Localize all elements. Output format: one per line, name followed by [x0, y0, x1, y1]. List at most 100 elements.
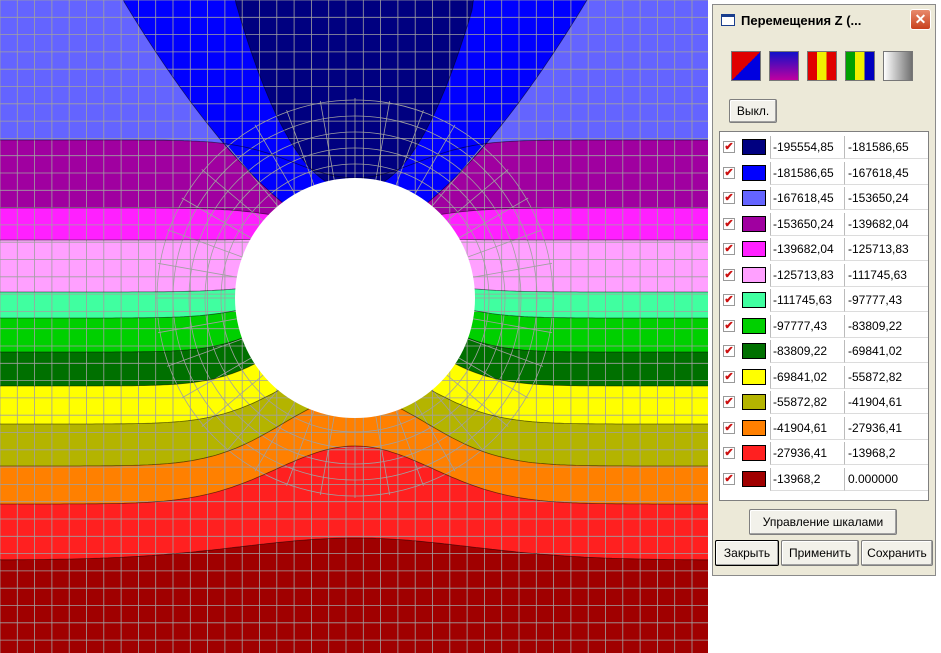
- scale-row-from-value[interactable]: -69841,02: [770, 365, 844, 389]
- scale-row-to-value[interactable]: -69841,02: [844, 340, 928, 363]
- palette-green-yellow-blue-stripes-button[interactable]: [845, 51, 875, 81]
- mesh-spoke: [226, 144, 279, 207]
- scale-row-from-value[interactable]: -125713,83: [770, 263, 844, 287]
- palette-toolbar: [731, 51, 913, 81]
- scale-row[interactable]: ✔ -55872,82 -41904,61: [720, 391, 928, 414]
- manage-scales-button[interactable]: Управление шкалами: [749, 509, 897, 535]
- scale-row-to-value[interactable]: 0.000000: [844, 467, 928, 491]
- contour-plot-area[interactable]: [0, 0, 708, 653]
- save-button[interactable]: Сохранить: [861, 540, 933, 566]
- scale-row-from-value[interactable]: -111745,63: [770, 289, 844, 312]
- scale-row[interactable]: ✔ -13968,2 0.000000: [720, 467, 928, 491]
- scale-row[interactable]: ✔ -83809,22 -69841,02: [720, 340, 928, 363]
- mesh-spoke: [286, 410, 315, 487]
- scale-row-from-value[interactable]: -27936,41: [770, 442, 844, 465]
- scale-row-to-value[interactable]: -139682,04: [844, 212, 928, 236]
- scale-row-color-swatch[interactable]: [742, 368, 766, 385]
- scale-row-color-swatch[interactable]: [742, 470, 766, 487]
- palette-red-yellow-stripes-button[interactable]: [807, 51, 837, 81]
- mesh-spoke: [157, 262, 237, 278]
- scale-row-color-swatch[interactable]: [742, 190, 766, 206]
- scale-row-from-value[interactable]: -55872,82: [770, 391, 844, 414]
- scale-row-checkbox[interactable]: ✔: [723, 472, 735, 485]
- scale-row-to-value[interactable]: -27936,41: [844, 416, 928, 440]
- scale-row-checkbox[interactable]: ✔: [723, 192, 735, 204]
- scale-row-color-swatch[interactable]: [742, 343, 766, 359]
- apply-button[interactable]: Применить: [781, 540, 859, 566]
- circular-hole: [235, 178, 475, 418]
- contour-plot[interactable]: [0, 0, 708, 653]
- scale-list[interactable]: ✔ -195554,85 -181586,65 ✔ -181586,65 -167618,…: [719, 131, 929, 501]
- scale-row-from-value[interactable]: -181586,65: [770, 161, 844, 185]
- scale-row-color-swatch[interactable]: [742, 241, 766, 257]
- window-title: Перемещения Z (...: [741, 12, 862, 28]
- close-button[interactable]: Закрыть: [715, 540, 779, 566]
- scale-row-checkbox[interactable]: ✔: [723, 294, 735, 306]
- scale-row[interactable]: ✔ -167618,45 -153650,24: [720, 187, 928, 210]
- scale-row[interactable]: ✔ -97777,43 -83809,22: [720, 314, 928, 338]
- scale-row-from-value[interactable]: -139682,04: [770, 238, 844, 261]
- scale-row-color-swatch[interactable]: [742, 317, 766, 334]
- scale-row-checkbox[interactable]: ✔: [723, 166, 735, 179]
- scale-row-checkbox[interactable]: ✔: [723, 141, 735, 153]
- title-bar[interactable]: Перемещения Z (... ✕: [715, 7, 933, 33]
- mesh-spoke: [157, 318, 237, 334]
- scale-row-checkbox[interactable]: ✔: [723, 345, 735, 357]
- scale-row-checkbox[interactable]: ✔: [723, 421, 735, 434]
- mesh-spoke: [446, 374, 509, 427]
- scale-row-checkbox[interactable]: ✔: [723, 217, 735, 230]
- scale-row-to-value[interactable]: -181586,65: [844, 136, 928, 159]
- mesh-spoke: [414, 124, 456, 195]
- scale-row[interactable]: ✔ -195554,85 -181586,65: [720, 136, 928, 159]
- scale-row-from-value[interactable]: -97777,43: [770, 314, 844, 338]
- mesh-spoke: [166, 229, 243, 258]
- scale-row-checkbox[interactable]: ✔: [723, 447, 735, 459]
- scale-row[interactable]: ✔ -181586,65 -167618,45: [720, 161, 928, 185]
- off-button[interactable]: Выкл.: [729, 99, 777, 123]
- palette-gray-gradient-button[interactable]: [883, 51, 913, 81]
- scale-row-color-swatch[interactable]: [742, 215, 766, 232]
- scale-row[interactable]: ✔ -69841,02 -55872,82: [720, 365, 928, 389]
- scale-row-checkbox[interactable]: ✔: [723, 268, 735, 281]
- scale-row-from-value[interactable]: -195554,85: [770, 136, 844, 159]
- scale-row-color-swatch[interactable]: [742, 292, 766, 308]
- scale-row-to-value[interactable]: -41904,61: [844, 391, 928, 414]
- scale-row-from-value[interactable]: -41904,61: [770, 416, 844, 440]
- scale-row-to-value[interactable]: -83809,22: [844, 314, 928, 338]
- scale-row[interactable]: ✔ -41904,61 -27936,41: [720, 416, 928, 440]
- mesh-spoke: [286, 109, 315, 186]
- scale-row[interactable]: ✔ -139682,04 -125713,83: [720, 238, 928, 261]
- scale-row-checkbox[interactable]: ✔: [723, 370, 735, 383]
- scale-row-color-swatch[interactable]: [742, 445, 766, 461]
- scale-row-to-value[interactable]: -167618,45: [844, 161, 928, 185]
- scale-row[interactable]: ✔ -111745,63 -97777,43: [720, 289, 928, 312]
- scale-row-color-swatch[interactable]: [742, 419, 766, 436]
- mesh-spoke: [226, 389, 279, 452]
- mesh-spoke: [473, 318, 553, 334]
- scale-row-to-value[interactable]: -55872,82: [844, 365, 928, 389]
- scale-row-checkbox[interactable]: ✔: [723, 243, 735, 255]
- scale-row-to-value[interactable]: -97777,43: [844, 289, 928, 312]
- scale-row-checkbox[interactable]: ✔: [723, 319, 735, 332]
- scale-row-to-value[interactable]: -125713,83: [844, 238, 928, 261]
- scale-row-from-value[interactable]: -153650,24: [770, 212, 844, 236]
- scale-row[interactable]: ✔ -27936,41 -13968,2: [720, 442, 928, 465]
- scale-row-to-value[interactable]: -153650,24: [844, 187, 928, 210]
- scale-row-color-swatch[interactable]: [742, 164, 766, 181]
- scale-row-to-value[interactable]: -13968,2: [844, 442, 928, 465]
- mesh-spoke: [166, 338, 243, 367]
- palette-blue-magenta-gradient-button[interactable]: [769, 51, 799, 81]
- scale-row-from-value[interactable]: -83809,22: [770, 340, 844, 363]
- scale-row-checkbox[interactable]: ✔: [723, 396, 735, 408]
- scale-row[interactable]: ✔ -125713,83 -111745,63: [720, 263, 928, 287]
- palette-red-blue-diagonal-button[interactable]: [731, 51, 761, 81]
- scale-row-color-swatch[interactable]: [742, 139, 766, 155]
- scale-row-color-swatch[interactable]: [742, 394, 766, 410]
- scale-row-from-value[interactable]: -13968,2: [770, 467, 844, 491]
- scale-row[interactable]: ✔ -153650,24 -139682,04: [720, 212, 928, 236]
- scale-row-color-swatch[interactable]: [742, 266, 766, 283]
- close-icon[interactable]: ✕: [910, 9, 931, 30]
- scale-row-from-value[interactable]: -167618,45: [770, 187, 844, 210]
- window-icon: [721, 14, 735, 26]
- scale-row-to-value[interactable]: -111745,63: [844, 263, 928, 287]
